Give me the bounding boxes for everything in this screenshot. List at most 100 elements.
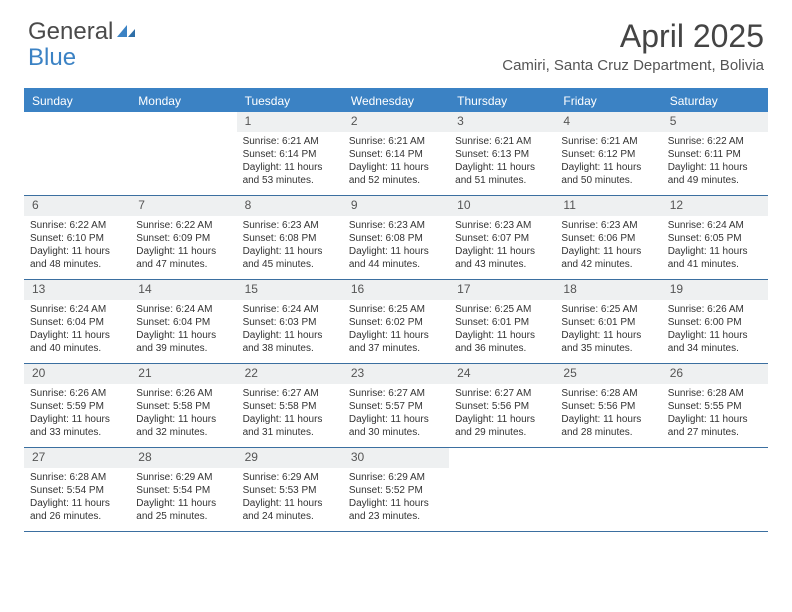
day-body: Sunrise: 6:27 AMSunset: 5:56 PMDaylight:… bbox=[449, 384, 555, 443]
sunset-text: Sunset: 6:09 PM bbox=[136, 232, 230, 245]
sunrise-text: Sunrise: 6:21 AM bbox=[243, 135, 337, 148]
sunset-text: Sunset: 6:02 PM bbox=[349, 316, 443, 329]
day-body: Sunrise: 6:25 AMSunset: 6:02 PMDaylight:… bbox=[343, 300, 449, 359]
sunset-text: Sunset: 6:13 PM bbox=[455, 148, 549, 161]
sunset-text: Sunset: 5:55 PM bbox=[668, 400, 762, 413]
day-body: Sunrise: 6:22 AMSunset: 6:09 PMDaylight:… bbox=[130, 216, 236, 275]
day-body: Sunrise: 6:24 AMSunset: 6:04 PMDaylight:… bbox=[130, 300, 236, 359]
sunset-text: Sunset: 5:54 PM bbox=[136, 484, 230, 497]
day-number: 4 bbox=[555, 112, 661, 132]
day-number: 24 bbox=[449, 364, 555, 384]
sunrise-text: Sunrise: 6:23 AM bbox=[243, 219, 337, 232]
day-number: 23 bbox=[343, 364, 449, 384]
sunrise-text: Sunrise: 6:28 AM bbox=[668, 387, 762, 400]
sunrise-text: Sunrise: 6:23 AM bbox=[349, 219, 443, 232]
sunset-text: Sunset: 5:59 PM bbox=[30, 400, 124, 413]
day-body: Sunrise: 6:24 AMSunset: 6:05 PMDaylight:… bbox=[662, 216, 768, 275]
title-block: April 2025 Camiri, Santa Cruz Department… bbox=[502, 18, 764, 74]
daylight-text: Daylight: 11 hours and 41 minutes. bbox=[668, 245, 762, 271]
day-number: 20 bbox=[24, 364, 130, 384]
sunrise-text: Sunrise: 6:25 AM bbox=[349, 303, 443, 316]
sunset-text: Sunset: 6:00 PM bbox=[668, 316, 762, 329]
sunrise-text: Sunrise: 6:24 AM bbox=[243, 303, 337, 316]
daylight-text: Daylight: 11 hours and 38 minutes. bbox=[243, 329, 337, 355]
day-number: 12 bbox=[662, 196, 768, 216]
day-header: Monday bbox=[130, 90, 236, 112]
daylight-text: Daylight: 11 hours and 48 minutes. bbox=[30, 245, 124, 271]
day-body: Sunrise: 6:27 AMSunset: 5:57 PMDaylight:… bbox=[343, 384, 449, 443]
day-cell: 30Sunrise: 6:29 AMSunset: 5:52 PMDayligh… bbox=[343, 448, 449, 531]
daylight-text: Daylight: 11 hours and 32 minutes. bbox=[136, 413, 230, 439]
sunset-text: Sunset: 6:04 PM bbox=[136, 316, 230, 329]
day-cell: 13Sunrise: 6:24 AMSunset: 6:04 PMDayligh… bbox=[24, 280, 130, 363]
sunrise-text: Sunrise: 6:22 AM bbox=[136, 219, 230, 232]
logo-text-2: Blue bbox=[28, 44, 76, 72]
day-cell: 6 Sunrise: 6:22 AMSunset: 6:10 PMDaylight… bbox=[24, 196, 130, 279]
weeks-container: 1Sunrise: 6:21 AMSunset: 6:14 PMDaylight… bbox=[24, 112, 768, 532]
day-header: Thursday bbox=[449, 90, 555, 112]
day-body: Sunrise: 6:29 AMSunset: 5:53 PMDaylight:… bbox=[237, 468, 343, 527]
sunset-text: Sunset: 5:58 PM bbox=[136, 400, 230, 413]
sunrise-text: Sunrise: 6:22 AM bbox=[30, 219, 124, 232]
day-cell: 20Sunrise: 6:26 AMSunset: 5:59 PMDayligh… bbox=[24, 364, 130, 447]
sunrise-text: Sunrise: 6:26 AM bbox=[30, 387, 124, 400]
day-cell: 24Sunrise: 6:27 AMSunset: 5:56 PMDayligh… bbox=[449, 364, 555, 447]
day-cell: 18Sunrise: 6:25 AMSunset: 6:01 PMDayligh… bbox=[555, 280, 661, 363]
day-number: 26 bbox=[662, 364, 768, 384]
day-cell: 21Sunrise: 6:26 AMSunset: 5:58 PMDayligh… bbox=[130, 364, 236, 447]
day-cell: 29Sunrise: 6:29 AMSunset: 5:53 PMDayligh… bbox=[237, 448, 343, 531]
day-body: Sunrise: 6:24 AMSunset: 6:04 PMDaylight:… bbox=[24, 300, 130, 359]
day-cell: 1Sunrise: 6:21 AMSunset: 6:14 PMDaylight… bbox=[237, 112, 343, 195]
day-body: Sunrise: 6:21 AMSunset: 6:13 PMDaylight:… bbox=[449, 132, 555, 191]
daylight-text: Daylight: 11 hours and 37 minutes. bbox=[349, 329, 443, 355]
day-header-row: Sunday Monday Tuesday Wednesday Thursday… bbox=[24, 90, 768, 112]
day-number: 8 bbox=[237, 196, 343, 216]
sunset-text: Sunset: 5:53 PM bbox=[243, 484, 337, 497]
week-row: 6Sunrise: 6:22 AMSunset: 6:10 PMDaylight… bbox=[24, 196, 768, 280]
sunrise-text: Sunrise: 6:28 AM bbox=[30, 471, 124, 484]
day-cell: 7Sunrise: 6:22 AMSunset: 6:09 PMDaylight… bbox=[130, 196, 236, 279]
day-number: 10 bbox=[449, 196, 555, 216]
day-body: Sunrise: 6:23 AMSunset: 6:06 PMDaylight:… bbox=[555, 216, 661, 275]
logo-sail-icon bbox=[115, 23, 137, 41]
day-number: 22 bbox=[237, 364, 343, 384]
day-number: 18 bbox=[555, 280, 661, 300]
day-number: 19 bbox=[662, 280, 768, 300]
day-number: 21 bbox=[130, 364, 236, 384]
sunrise-text: Sunrise: 6:23 AM bbox=[561, 219, 655, 232]
day-cell: 12Sunrise: 6:24 AMSunset: 6:05 PMDayligh… bbox=[662, 196, 768, 279]
sunset-text: Sunset: 6:01 PM bbox=[455, 316, 549, 329]
daylight-text: Daylight: 11 hours and 23 minutes. bbox=[349, 497, 443, 523]
sunset-text: Sunset: 6:07 PM bbox=[455, 232, 549, 245]
day-cell: 22Sunrise: 6:27 AMSunset: 5:58 PMDayligh… bbox=[237, 364, 343, 447]
day-cell: 28Sunrise: 6:29 AMSunset: 5:54 PMDayligh… bbox=[130, 448, 236, 531]
day-cell: 15Sunrise: 6:24 AMSunset: 6:03 PMDayligh… bbox=[237, 280, 343, 363]
day-body: Sunrise: 6:21 AMSunset: 6:12 PMDaylight:… bbox=[555, 132, 661, 191]
sunset-text: Sunset: 6:05 PM bbox=[668, 232, 762, 245]
day-header: Saturday bbox=[662, 90, 768, 112]
calendar: Sunday Monday Tuesday Wednesday Thursday… bbox=[24, 88, 768, 532]
day-cell: 10Sunrise: 6:23 AMSunset: 6:07 PMDayligh… bbox=[449, 196, 555, 279]
daylight-text: Daylight: 11 hours and 45 minutes. bbox=[243, 245, 337, 271]
sunrise-text: Sunrise: 6:27 AM bbox=[455, 387, 549, 400]
week-row: 20Sunrise: 6:26 AMSunset: 5:59 PMDayligh… bbox=[24, 364, 768, 448]
daylight-text: Daylight: 11 hours and 40 minutes. bbox=[30, 329, 124, 355]
daylight-text: Daylight: 11 hours and 49 minutes. bbox=[668, 161, 762, 187]
day-cell bbox=[449, 448, 555, 531]
sunrise-text: Sunrise: 6:22 AM bbox=[668, 135, 762, 148]
week-row: 13Sunrise: 6:24 AMSunset: 6:04 PMDayligh… bbox=[24, 280, 768, 364]
daylight-text: Daylight: 11 hours and 29 minutes. bbox=[455, 413, 549, 439]
day-cell: 5Sunrise: 6:22 AMSunset: 6:11 PMDaylight… bbox=[662, 112, 768, 195]
sunset-text: Sunset: 6:10 PM bbox=[30, 232, 124, 245]
location: Camiri, Santa Cruz Department, Bolivia bbox=[502, 57, 764, 74]
day-cell: 19Sunrise: 6:26 AMSunset: 6:00 PMDayligh… bbox=[662, 280, 768, 363]
sunset-text: Sunset: 6:08 PM bbox=[349, 232, 443, 245]
day-number: 6 bbox=[24, 196, 130, 216]
day-cell: 9Sunrise: 6:23 AMSunset: 6:08 PMDaylight… bbox=[343, 196, 449, 279]
day-body: Sunrise: 6:26 AMSunset: 5:59 PMDaylight:… bbox=[24, 384, 130, 443]
day-cell: 17Sunrise: 6:25 AMSunset: 6:01 PMDayligh… bbox=[449, 280, 555, 363]
daylight-text: Daylight: 11 hours and 43 minutes. bbox=[455, 245, 549, 271]
day-cell bbox=[130, 112, 236, 195]
sunrise-text: Sunrise: 6:24 AM bbox=[30, 303, 124, 316]
day-number: 16 bbox=[343, 280, 449, 300]
